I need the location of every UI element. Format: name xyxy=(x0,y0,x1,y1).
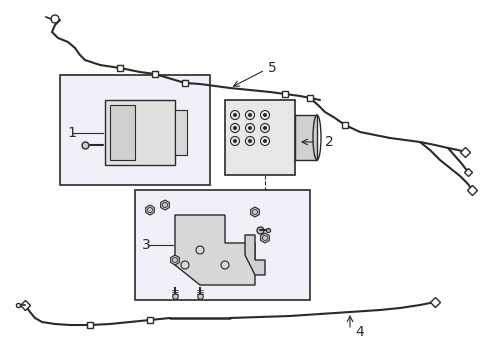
Circle shape xyxy=(232,139,237,143)
Circle shape xyxy=(232,126,237,130)
Circle shape xyxy=(263,113,266,117)
Circle shape xyxy=(232,113,237,117)
Bar xyxy=(105,100,175,165)
Bar xyxy=(294,115,316,160)
Bar xyxy=(60,75,209,185)
Text: 3: 3 xyxy=(142,238,150,252)
Polygon shape xyxy=(260,233,269,243)
Polygon shape xyxy=(244,235,264,275)
Bar xyxy=(135,190,309,300)
Polygon shape xyxy=(175,215,254,285)
Bar xyxy=(175,110,186,155)
Bar xyxy=(224,100,294,175)
Circle shape xyxy=(263,126,266,130)
Circle shape xyxy=(247,139,251,143)
Polygon shape xyxy=(250,207,259,217)
Text: 1: 1 xyxy=(67,126,76,140)
Polygon shape xyxy=(170,255,179,265)
Polygon shape xyxy=(145,205,154,215)
Circle shape xyxy=(247,126,251,130)
Bar xyxy=(110,105,135,160)
Circle shape xyxy=(247,113,251,117)
Text: 2: 2 xyxy=(325,135,333,149)
Text: 4: 4 xyxy=(354,325,363,339)
Circle shape xyxy=(263,139,266,143)
Polygon shape xyxy=(161,200,169,210)
Text: 5: 5 xyxy=(267,61,276,75)
